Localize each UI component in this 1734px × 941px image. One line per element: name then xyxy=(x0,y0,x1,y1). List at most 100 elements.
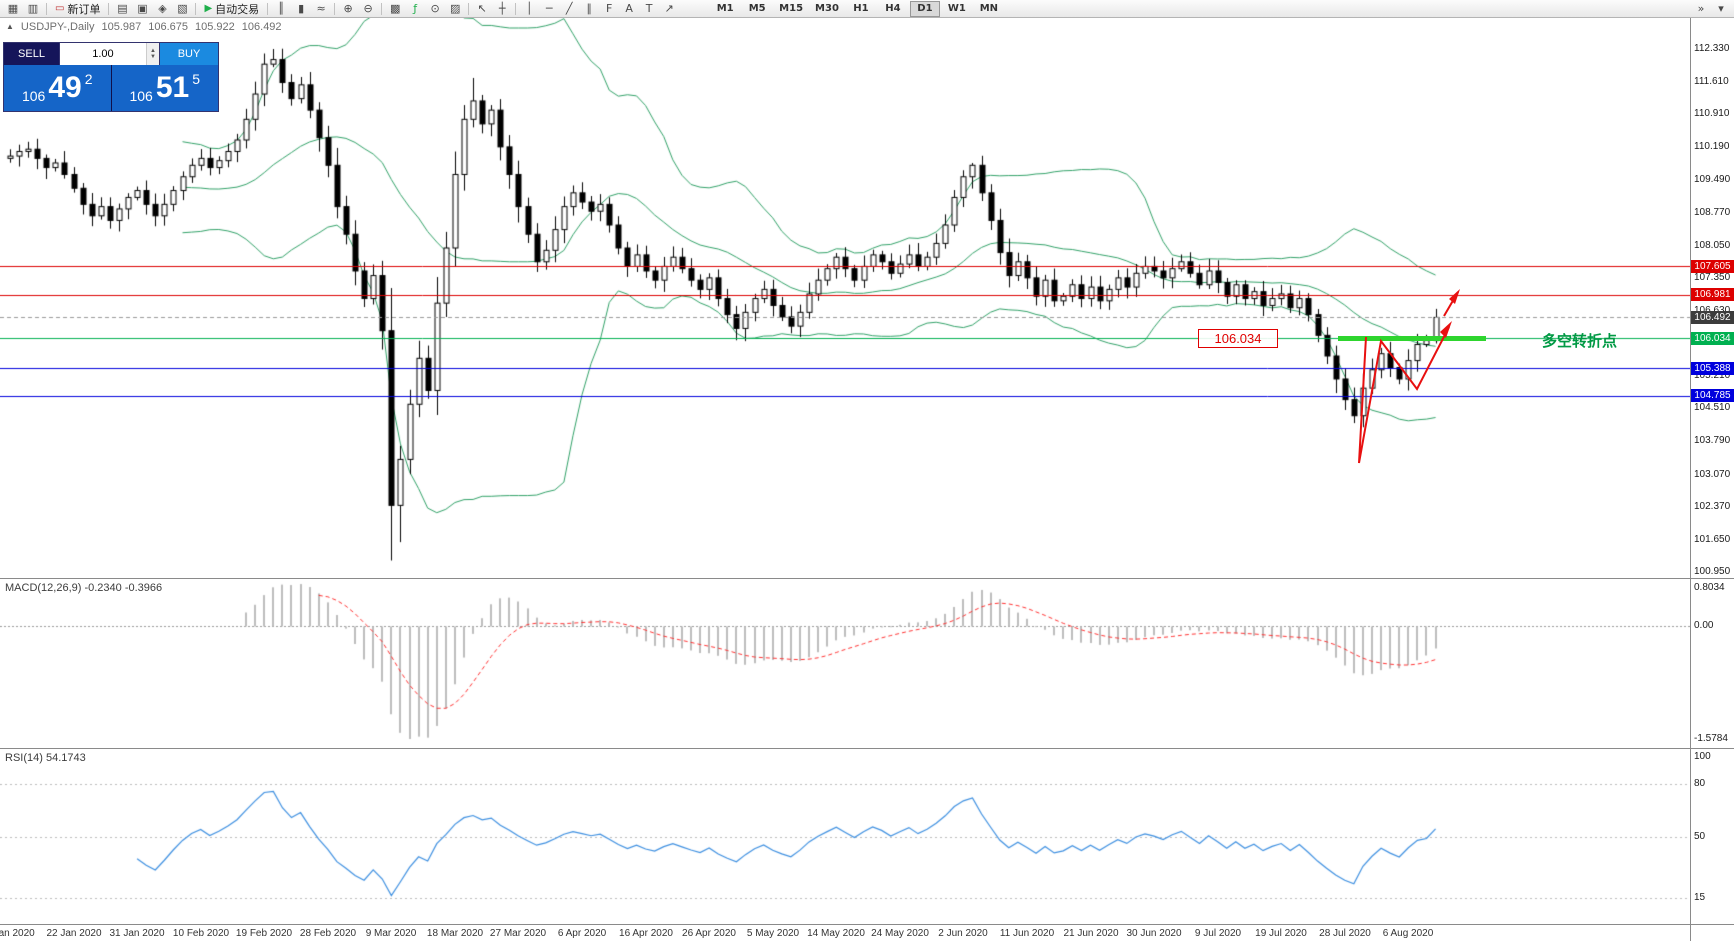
toolbar-separator xyxy=(108,2,110,15)
toolbar-separator xyxy=(381,2,383,15)
sell-button[interactable]: SELL xyxy=(4,43,60,65)
crosshair-icon[interactable]: ┼ xyxy=(498,2,506,15)
macd-axis-zero: 0.00 xyxy=(1694,620,1714,631)
toolbar-separator xyxy=(334,2,336,15)
equidistant-channel-icon[interactable]: ∥ xyxy=(586,2,592,15)
price-axis-label: 103.070 xyxy=(1694,469,1731,480)
price-axis-label: 110.190 xyxy=(1694,141,1730,152)
new-chart-icon[interactable]: ▦ xyxy=(7,2,19,15)
ohlc-close: 106.492 xyxy=(241,21,282,33)
autotrading-button[interactable]: ▶ 自动交易 xyxy=(199,1,264,16)
ohlc-open: 105.987 xyxy=(101,21,142,33)
price-axis-label: 110.910 xyxy=(1694,108,1730,119)
candlestick-icon[interactable]: ▮ xyxy=(298,2,305,15)
toolbar-separator xyxy=(468,2,470,15)
fibonacci-icon[interactable]: F xyxy=(605,2,613,15)
macd-axis-min: -1.5784 xyxy=(1694,733,1728,744)
text-label-icon[interactable]: T xyxy=(645,2,653,15)
profiles-icon[interactable]: ▥ xyxy=(27,2,39,15)
timeframe-m5[interactable]: M5 xyxy=(748,2,766,14)
level-price-tag: 105.388 xyxy=(1691,362,1734,375)
zoom-in-icon[interactable]: ⊕ xyxy=(343,2,353,15)
price-axis-label: 111.610 xyxy=(1694,76,1729,87)
date-axis-label: 11 Jun 2020 xyxy=(999,928,1055,939)
zoom-out-icon[interactable]: ⊖ xyxy=(363,2,373,15)
tile-windows-icon[interactable]: ▩ xyxy=(389,2,401,15)
toolbar-menu-icon[interactable]: ▾ xyxy=(1718,2,1724,15)
timeframe-h1[interactable]: H1 xyxy=(853,2,869,14)
line-chart-icon[interactable]: ≈ xyxy=(316,2,326,15)
buy-price[interactable]: 106 51 5 xyxy=(111,65,218,111)
main-chart-canvas[interactable] xyxy=(0,18,1690,578)
volume-decrease-icon[interactable]: ▼ xyxy=(149,54,156,60)
arrows-icon[interactable]: ↗ xyxy=(664,2,674,15)
timeframe-m30[interactable]: M30 xyxy=(815,2,839,14)
buy-price-sup: 5 xyxy=(192,71,201,87)
date-axis-label: 9 Mar 2020 xyxy=(365,928,417,939)
timeframe-m1[interactable]: M1 xyxy=(716,2,734,14)
date-axis-label: 30 Jun 2020 xyxy=(1126,928,1182,939)
date-axis-label: 18 Mar 2020 xyxy=(426,928,484,939)
pane-separator[interactable] xyxy=(0,578,1734,579)
price-axis-label: 100.950 xyxy=(1694,566,1731,577)
ohlc-high: 106.675 xyxy=(148,21,189,33)
date-axis-label: 6 Aug 2020 xyxy=(1382,928,1434,939)
navigator-icon[interactable]: ◈ xyxy=(158,2,167,15)
price-axis-label: 109.490 xyxy=(1694,174,1731,185)
new-order-button[interactable]: ▭ 新订单 xyxy=(50,1,105,16)
turning-point-annotation[interactable]: 多空转折点 xyxy=(1542,333,1618,350)
vertical-line-icon[interactable]: │ xyxy=(525,2,533,15)
macd-pane-canvas[interactable] xyxy=(0,579,1690,748)
timeframe-m15[interactable]: M15 xyxy=(779,2,804,14)
volume-input[interactable] xyxy=(60,43,146,65)
toolbar-gap xyxy=(679,8,709,9)
timeframe-mn[interactable]: MN xyxy=(979,2,999,14)
price-axis-label: 104.510 xyxy=(1694,402,1731,413)
data-window-icon[interactable]: ▣ xyxy=(137,2,148,15)
bar-chart-icon[interactable]: ║ xyxy=(277,2,285,15)
timeframe-d1[interactable]: D1 xyxy=(909,0,940,17)
indicators-icon[interactable]: ƒ xyxy=(413,2,418,15)
trendline-icon[interactable]: ╱ xyxy=(565,2,573,15)
date-axis-label: 26 Apr 2020 xyxy=(682,928,736,939)
sell-price-prefix: 106 xyxy=(21,88,46,104)
level-price-tag: 107.605 xyxy=(1691,260,1734,273)
market-watch-icon[interactable]: ▤ xyxy=(117,2,128,15)
rsi-axis-label: 50 xyxy=(1694,831,1706,842)
toolbar-separator xyxy=(515,2,517,15)
chart-info-line: ▲ USDJPY-,Daily 105.987 106.675 105.922 … xyxy=(6,21,282,33)
templates-icon[interactable]: ▨ xyxy=(449,2,461,15)
support-zone-line[interactable] xyxy=(1338,336,1486,341)
volume-stepper[interactable]: ▲ ▼ xyxy=(60,43,160,65)
price-axis-label: 102.370 xyxy=(1694,501,1731,512)
bid-price-tag: 106.492 xyxy=(1691,311,1734,324)
rsi-pane-canvas[interactable] xyxy=(0,749,1690,924)
timeframe-w1[interactable]: W1 xyxy=(947,2,966,14)
one-click-trading-panel: SELL ▲ ▼ BUY 106 49 2 106 51 5 xyxy=(3,42,219,112)
level-price-tag: 106.981 xyxy=(1691,288,1734,301)
text-icon[interactable]: A xyxy=(625,2,633,15)
cursor-icon[interactable]: ↖ xyxy=(477,2,487,15)
pane-separator[interactable] xyxy=(0,748,1734,749)
periods-icon[interactable]: ⊙ xyxy=(430,2,440,15)
toolbar-overflow-icon[interactable]: » xyxy=(1697,2,1705,15)
sell-price[interactable]: 106 49 2 xyxy=(4,65,111,111)
date-axis-label: 24 May 2020 xyxy=(871,928,929,939)
price-annotation-label[interactable]: 106.034 xyxy=(1198,329,1278,348)
price-axis-label: 112.330 xyxy=(1694,43,1730,54)
volume-increase-icon[interactable]: ▲ xyxy=(149,48,156,54)
symbol-title: USDJPY-,Daily xyxy=(20,21,95,33)
new-order-button-label: 新订单 xyxy=(67,2,101,16)
sell-price-big: 49 xyxy=(48,71,82,104)
symbol-marker-icon: ▲ xyxy=(6,22,14,31)
horizontal-line-icon[interactable]: ─ xyxy=(545,2,553,15)
date-axis-label: 28 Jul 2020 xyxy=(1319,928,1371,939)
date-axis-label: 10 Feb 2020 xyxy=(172,928,230,939)
terminal-icon[interactable]: ▧ xyxy=(177,2,188,15)
timeframe-h4[interactable]: H4 xyxy=(885,2,901,14)
toolbar-separator xyxy=(267,2,269,15)
autotrading-button-label: 自动交易 xyxy=(215,2,260,16)
buy-button[interactable]: BUY xyxy=(160,43,218,65)
macd-axis-max: 0.8034 xyxy=(1694,582,1725,593)
price-axis-label: 108.050 xyxy=(1694,240,1731,251)
